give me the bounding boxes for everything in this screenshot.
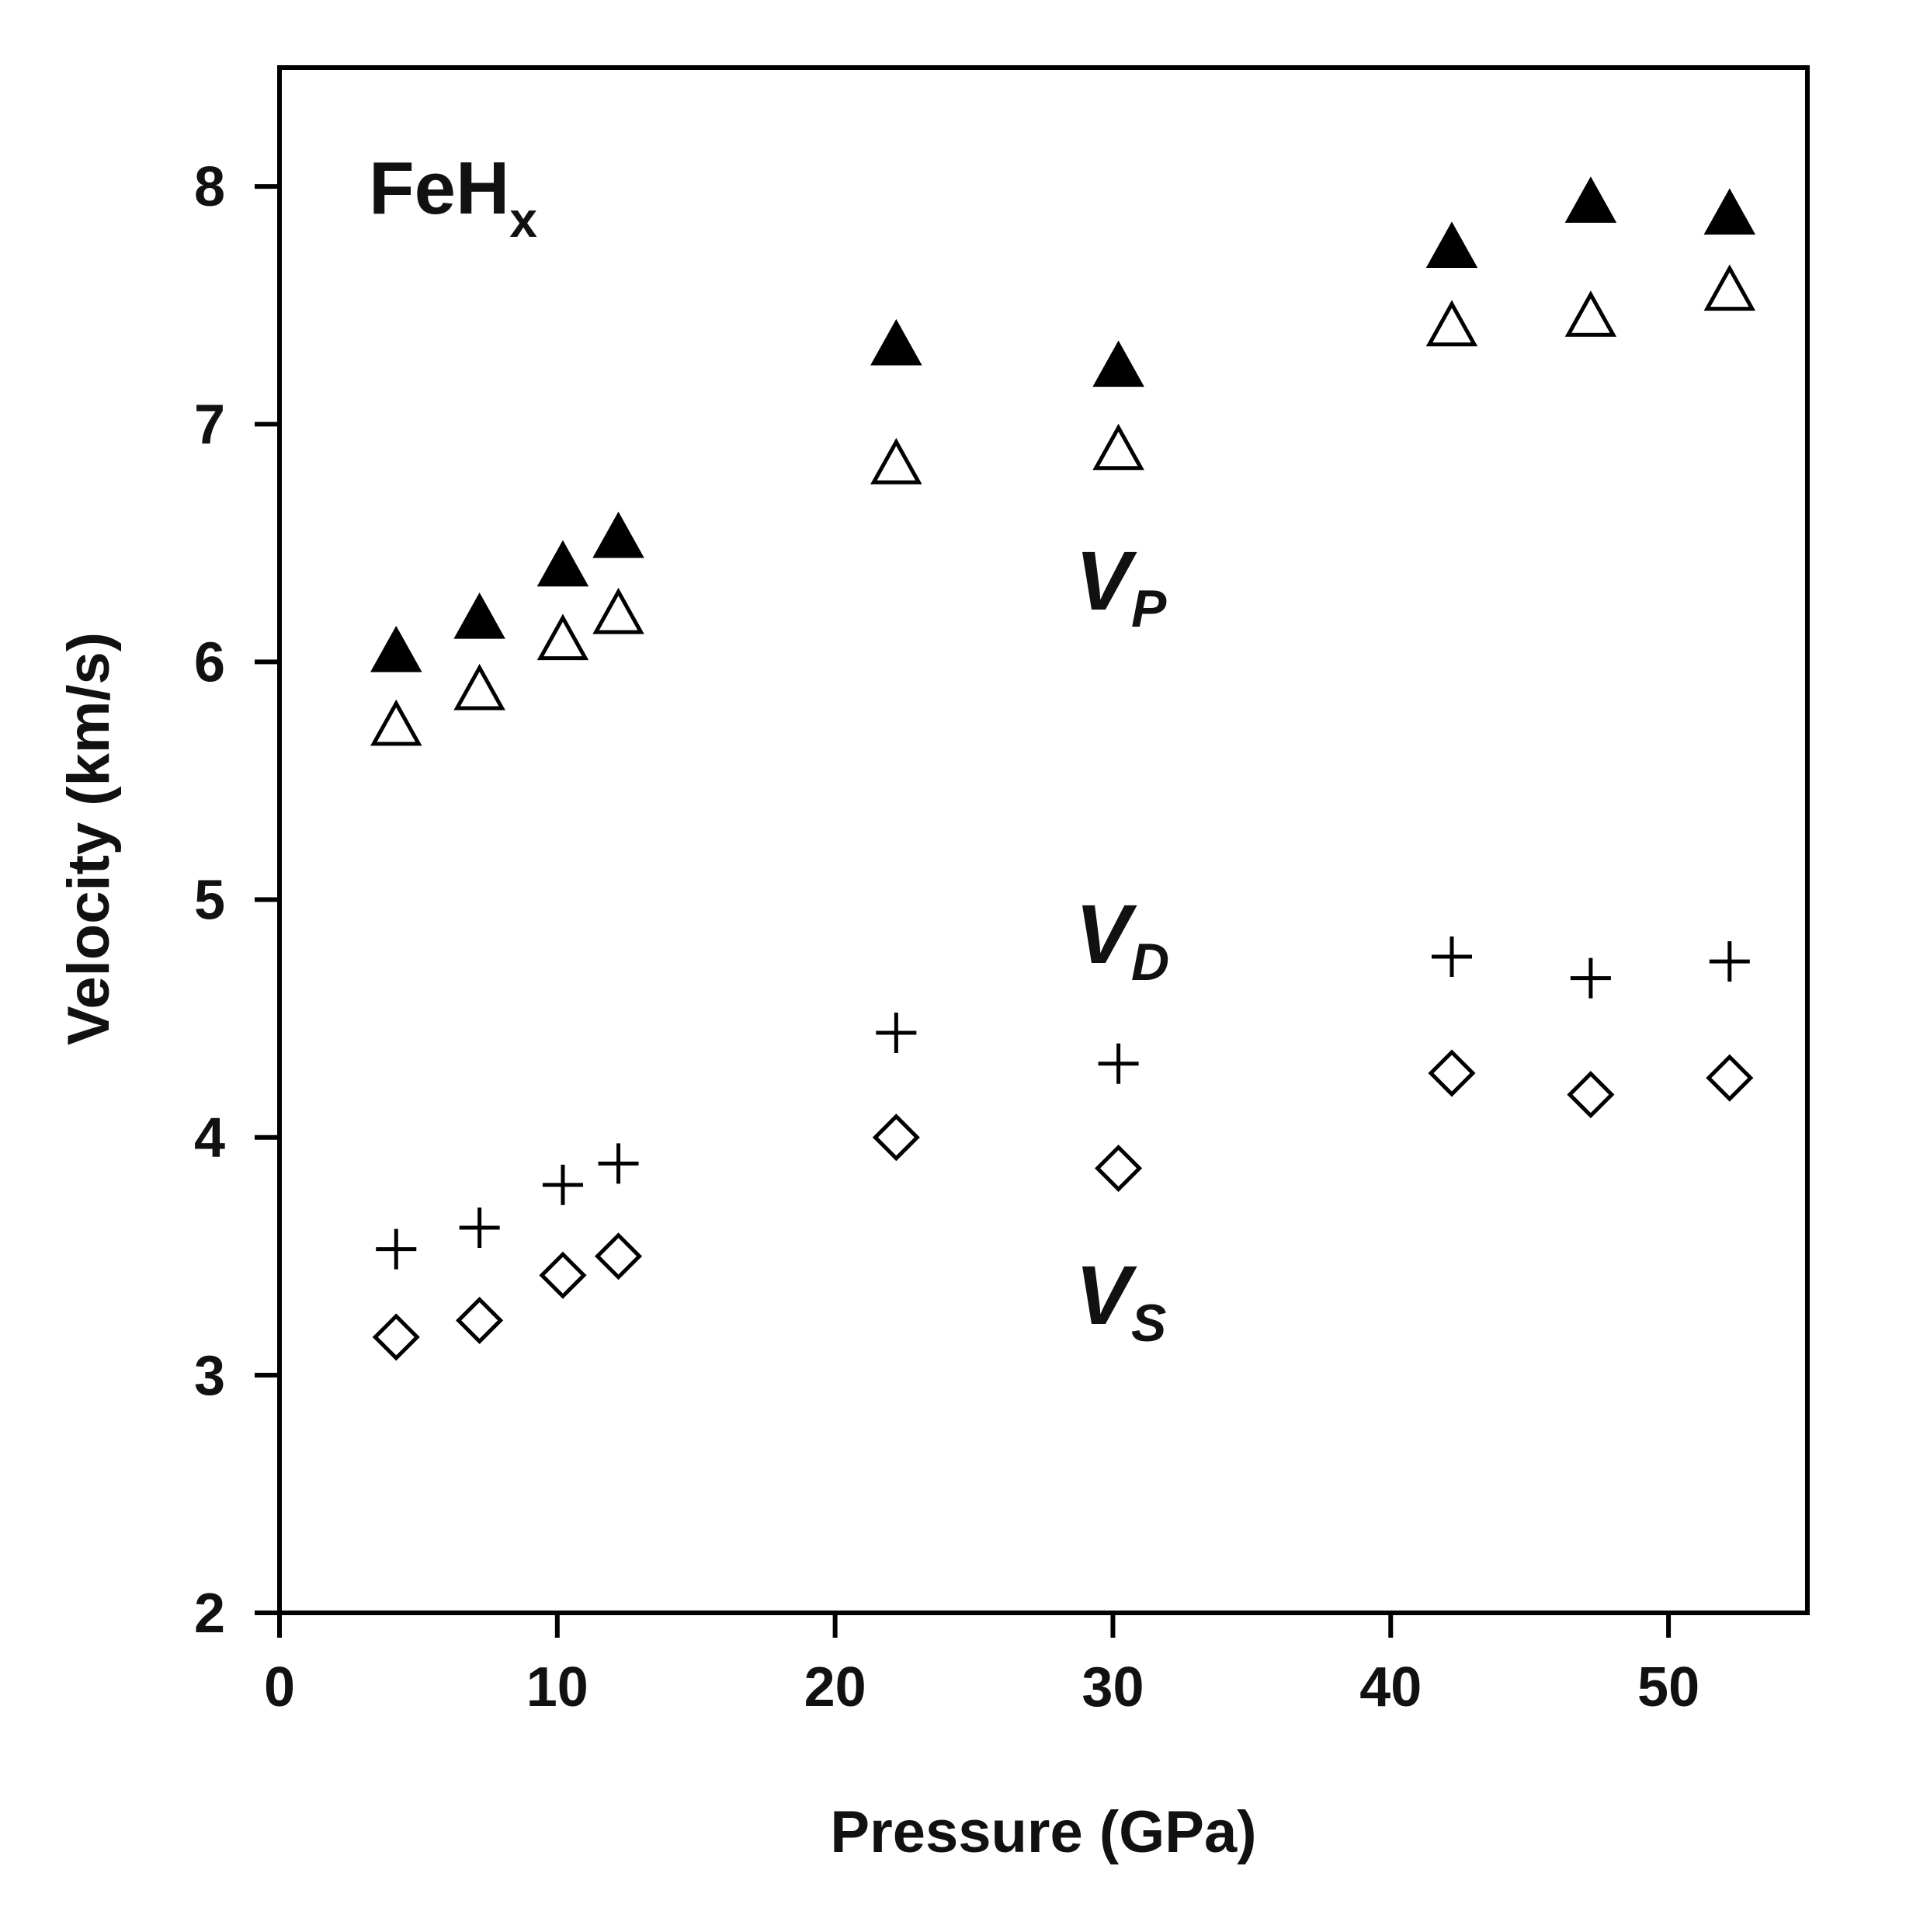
x-tick-label: 20 <box>804 1656 866 1718</box>
open-triangle-point <box>1564 290 1617 337</box>
vd-label-subscript: D <box>1131 933 1169 992</box>
filled-triangle-point <box>536 540 589 587</box>
filled-triangle-point <box>1092 340 1144 387</box>
filled-triangle-point <box>592 511 644 558</box>
y-tick-label: 6 <box>194 631 225 693</box>
open-triangle-point <box>1425 300 1478 347</box>
open-diamond-point <box>539 1251 587 1299</box>
plus-point <box>1709 941 1750 982</box>
plus-point <box>1098 1043 1139 1084</box>
vs-label: VS <box>1075 1248 1166 1353</box>
filled-triangle-point <box>1425 221 1478 268</box>
y-tick-label: 4 <box>194 1107 225 1169</box>
y-tick-label: 5 <box>194 870 225 932</box>
plot-area-frame <box>277 65 1810 1615</box>
open-diamond-point <box>372 1313 420 1361</box>
open-diamond-point <box>456 1296 504 1344</box>
plus-point <box>876 1012 917 1053</box>
open-triangle-point <box>1703 264 1756 311</box>
filled-triangle-point <box>1564 176 1617 223</box>
plus-point <box>1570 957 1611 999</box>
y-tick-label: 2 <box>194 1583 225 1645</box>
plus-point <box>459 1208 500 1249</box>
open-diamond-point <box>595 1232 643 1280</box>
open-diamond-point <box>1428 1049 1476 1097</box>
open-diamond-point <box>1095 1144 1143 1193</box>
x-tick-label: 0 <box>264 1656 295 1718</box>
open-diamond-point <box>1706 1054 1754 1102</box>
vs-label-subscript: S <box>1131 1294 1166 1353</box>
filled-triangle-point <box>1703 188 1756 235</box>
open-diamond-point <box>872 1114 920 1162</box>
vp-label: VP <box>1075 533 1167 638</box>
plus-point <box>1431 936 1472 978</box>
vp-label-subscript: P <box>1131 579 1167 638</box>
vd-label: VD <box>1075 887 1169 992</box>
filled-triangle-point <box>870 318 922 366</box>
material-label: FeHx <box>369 147 537 248</box>
plus-point <box>376 1228 417 1270</box>
open-triangle-point <box>453 663 505 711</box>
y-tick-label: 3 <box>194 1345 225 1407</box>
x-tick-label: 30 <box>1081 1656 1144 1718</box>
y-tick-label: 7 <box>194 394 225 456</box>
filled-triangle-point <box>370 625 422 672</box>
x-tick-label: 40 <box>1359 1656 1422 1718</box>
x-tick-label: 50 <box>1637 1656 1699 1718</box>
plus-point <box>598 1143 639 1184</box>
open-triangle-point <box>1092 423 1144 471</box>
open-triangle-point <box>592 587 644 634</box>
axes: 0 10 20 30 40 50 2 3 4 5 6 7 8 <box>194 156 1699 1718</box>
open-triangle-point <box>370 699 422 746</box>
open-triangle-point <box>870 437 922 485</box>
y-axis-title: Velocity (km/s) <box>56 632 122 1045</box>
x-axis-title: Pressure (GPa) <box>830 1799 1256 1865</box>
data-marks <box>370 176 1756 1361</box>
open-triangle-point <box>536 613 589 661</box>
y-tick-label: 8 <box>194 156 225 218</box>
material-label-subscript: x <box>509 192 537 248</box>
filled-triangle-point <box>453 592 505 639</box>
plus-point <box>542 1164 583 1205</box>
x-tick-label: 10 <box>526 1656 588 1718</box>
open-diamond-point <box>1567 1071 1615 1119</box>
